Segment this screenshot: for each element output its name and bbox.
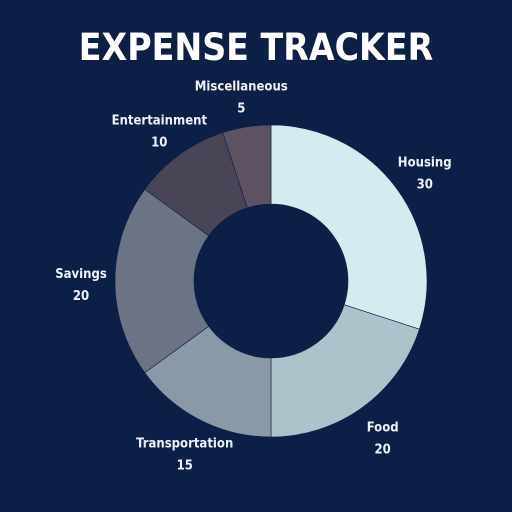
- label-miscellaneous: Miscellaneous: [195, 79, 288, 94]
- value-savings: 20: [73, 289, 89, 304]
- value-miscellaneous: 5: [237, 101, 245, 116]
- value-entertainment: 10: [151, 135, 167, 150]
- slice-transportation: [144, 325, 272, 438]
- value-transportation: 15: [177, 458, 193, 473]
- label-entertainment: Entertainment: [112, 113, 208, 128]
- label-transportation: Transportation: [136, 436, 233, 451]
- label-food: Food: [367, 421, 399, 436]
- labels-group: Housing 30 Food 20 Transportation 15 Savings 20…: [55, 79, 451, 473]
- chart-title: EXPENSE TRACKER: [79, 26, 433, 69]
- label-housing: Housing: [398, 155, 452, 170]
- value-housing: 30: [417, 177, 433, 192]
- value-food: 20: [375, 443, 391, 458]
- slice-miscellaneous: [222, 124, 272, 209]
- slice-food: [270, 304, 420, 438]
- label-savings: Savings: [55, 267, 107, 282]
- slices-group: [114, 124, 428, 438]
- slice-housing: [270, 124, 428, 330]
- slice-savings: [114, 188, 210, 374]
